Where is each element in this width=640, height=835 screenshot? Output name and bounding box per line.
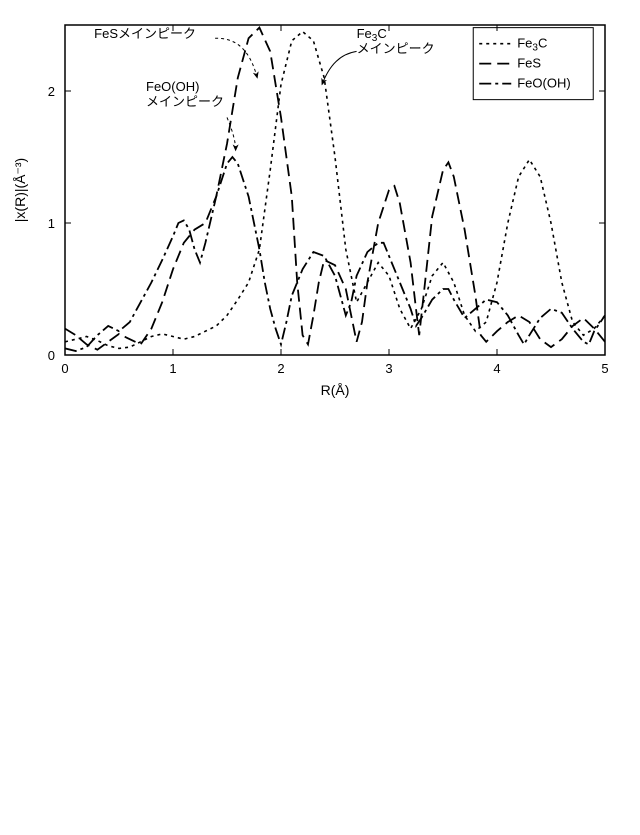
ytick-label: 1 <box>48 216 55 231</box>
y-axis-label: |x(R)|(Å⁻³) <box>12 158 28 222</box>
annotation-fe3c-peak-line1: メインピーク <box>357 41 435 56</box>
xtick-label: 1 <box>169 361 176 376</box>
legend-label-FeS: FeS <box>517 56 541 71</box>
x-axis-label: R(Å) <box>321 382 350 398</box>
annotation-feooh-peak-line0: FeO(OH) <box>146 79 199 94</box>
xtick-label: 0 <box>61 361 68 376</box>
xtick-label: 2 <box>277 361 284 376</box>
ytick-label: 0 <box>48 348 55 363</box>
xtick-label: 4 <box>493 361 500 376</box>
annotation-feooh-peak-line1: メインピーク <box>146 94 224 109</box>
xtick-label: 5 <box>601 361 608 376</box>
chart-bg <box>0 0 640 835</box>
chart-container: 012345012R(Å)|x(R)|(Å⁻³)FeSメインピークFe3Cメイン… <box>0 0 640 835</box>
xafs-chart: 012345012R(Å)|x(R)|(Å⁻³)FeSメインピークFe3Cメイン… <box>0 0 640 835</box>
legend-label-FeO(OH): FeO(OH) <box>517 76 570 91</box>
ytick-label: 2 <box>48 84 55 99</box>
annotation-fes-peak-line0: FeSメインピーク <box>94 26 196 41</box>
xtick-label: 3 <box>385 361 392 376</box>
